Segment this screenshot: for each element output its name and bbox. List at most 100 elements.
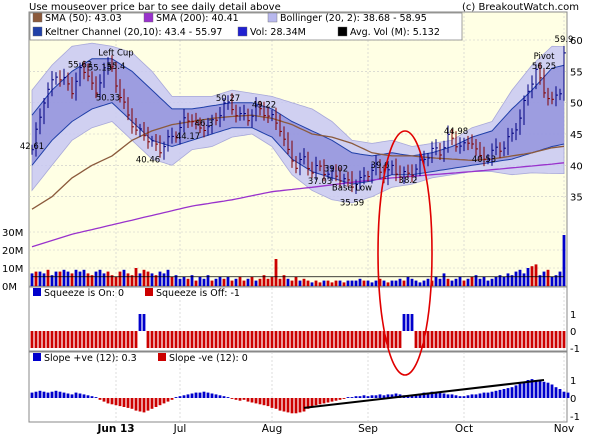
volume-bar bbox=[398, 278, 402, 286]
price-annotation: 42.61 bbox=[20, 142, 44, 152]
slope-neg-bar bbox=[326, 398, 330, 403]
volume-bar bbox=[94, 271, 98, 286]
legend-swatch bbox=[143, 12, 154, 23]
squeeze-off-bar bbox=[390, 331, 394, 348]
volume-bar bbox=[514, 271, 518, 286]
volume-bar bbox=[186, 278, 190, 286]
volume-bar bbox=[314, 280, 318, 286]
x-tick-label: Sep bbox=[358, 423, 378, 435]
squeeze-off-bar bbox=[518, 331, 522, 348]
slope-pos-bar bbox=[174, 397, 178, 398]
volume-bar bbox=[258, 278, 262, 286]
squeeze-off-bar bbox=[346, 331, 350, 348]
volume-bar bbox=[422, 280, 426, 286]
slope-neg-bar bbox=[118, 398, 122, 407]
volume-bar bbox=[150, 273, 154, 286]
volume-bar bbox=[354, 280, 358, 286]
squeeze-on-bar bbox=[142, 314, 146, 331]
volume-bar bbox=[318, 282, 322, 286]
squeeze-off-bar bbox=[198, 331, 202, 348]
price-tick-label: 55 bbox=[570, 67, 583, 78]
slope-bars bbox=[30, 379, 570, 414]
slope-neg-bar bbox=[338, 398, 342, 400]
volume-bar bbox=[46, 269, 50, 286]
squeeze-off-bar bbox=[226, 331, 230, 348]
squeeze-off-bar bbox=[474, 331, 478, 348]
squeeze-off-bar bbox=[254, 331, 258, 348]
volume-bar bbox=[86, 273, 90, 286]
price-annotation: 44.17 bbox=[176, 132, 200, 142]
slope-pos-bar bbox=[366, 396, 370, 398]
price-tick-label: 60 bbox=[570, 36, 583, 47]
price-annotation: 39.02 bbox=[324, 165, 348, 175]
squeeze-off-bar bbox=[182, 331, 186, 348]
slope-pos-bar bbox=[218, 395, 222, 398]
slope-pos-bar bbox=[442, 393, 446, 398]
squeeze-off-bar bbox=[306, 331, 310, 348]
squeeze-off-bar bbox=[430, 331, 434, 348]
squeeze-off-bar bbox=[502, 331, 506, 348]
volume-bar bbox=[294, 277, 298, 286]
volume-bar bbox=[214, 278, 218, 286]
squeeze-on-bar bbox=[402, 314, 406, 331]
slope-pos-bar bbox=[470, 394, 474, 398]
volume-bar bbox=[522, 273, 526, 286]
squeeze-off-bar bbox=[54, 331, 58, 348]
squeeze-off-bar bbox=[202, 331, 206, 348]
squeeze-off-bar bbox=[490, 331, 494, 348]
squeeze-off-bar bbox=[166, 331, 170, 348]
slope-pos-bar bbox=[518, 383, 522, 398]
slope-neg-bar bbox=[278, 398, 282, 411]
squeeze-off-bar bbox=[510, 331, 514, 348]
volume-bar bbox=[534, 264, 538, 286]
volume-bar bbox=[90, 275, 94, 286]
squeeze-off-bar bbox=[374, 331, 378, 348]
squeeze-off-bar bbox=[462, 331, 466, 348]
volume-bar bbox=[178, 278, 182, 286]
slope-pos-bar bbox=[414, 394, 418, 398]
squeeze-off-bar bbox=[382, 331, 386, 348]
volume-bar bbox=[334, 280, 338, 286]
squeeze-off-bar bbox=[146, 331, 150, 348]
slope-neg-bar bbox=[134, 398, 138, 411]
volume-bar bbox=[518, 269, 522, 286]
volume-bar bbox=[254, 280, 258, 286]
sma50-line bbox=[31, 114, 565, 210]
slope-pos-bar bbox=[482, 392, 486, 398]
squeeze-off-bar bbox=[498, 331, 502, 348]
squeeze-tick-label: -1 bbox=[570, 344, 580, 355]
slope-pos-bar bbox=[182, 395, 186, 398]
volume-bar bbox=[206, 275, 210, 286]
slope-pos-bar bbox=[58, 391, 62, 398]
slope-neg-bar bbox=[282, 398, 286, 412]
slope-pos-bar bbox=[562, 391, 566, 398]
slope-pos-bar bbox=[382, 395, 386, 398]
volume-tick-label: 20M bbox=[2, 246, 23, 257]
volume-bar bbox=[78, 271, 82, 286]
slope-neg-bar bbox=[230, 398, 234, 399]
slope-pos-bar bbox=[466, 395, 470, 398]
slope-neg-bar bbox=[170, 398, 174, 400]
slope-pos-bar bbox=[394, 393, 398, 398]
slope-tick-label: 1 bbox=[570, 376, 576, 387]
slope-neg-bar bbox=[150, 398, 154, 409]
slope-neg-bar bbox=[138, 398, 142, 412]
slope-neg-bar bbox=[246, 398, 250, 402]
squeeze-on-bar bbox=[406, 314, 410, 331]
squeeze-off-bar bbox=[34, 331, 38, 348]
volume-tick-label: 0M bbox=[2, 282, 17, 293]
volume-bar bbox=[58, 271, 62, 286]
squeeze-off-bar bbox=[290, 331, 294, 348]
squeeze-off-bar bbox=[342, 331, 346, 348]
price-annotation: 38.2 bbox=[399, 176, 418, 186]
slope-neg-bar bbox=[330, 398, 334, 402]
volume-bar bbox=[550, 277, 554, 286]
squeeze-off-bar bbox=[114, 331, 118, 348]
slope-pos-bar bbox=[370, 395, 374, 398]
slope-pos-swatch bbox=[33, 353, 41, 361]
slope-pos-bar bbox=[90, 396, 94, 398]
volume-bar bbox=[510, 275, 514, 286]
volume-bar bbox=[202, 278, 206, 286]
volume-bar bbox=[490, 278, 494, 286]
volume-bar bbox=[538, 275, 542, 286]
